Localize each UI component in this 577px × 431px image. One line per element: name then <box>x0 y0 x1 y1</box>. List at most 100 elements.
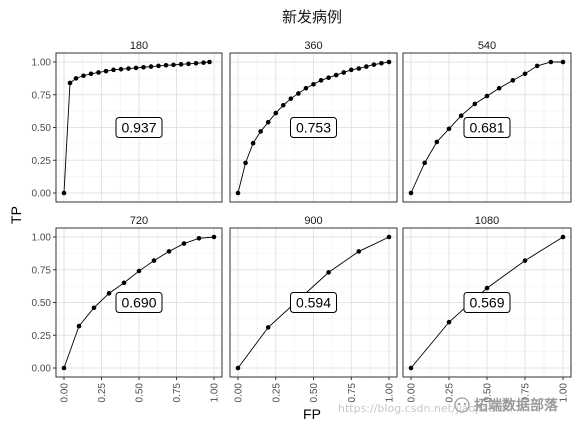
auc-label-box <box>290 117 337 138</box>
x-tick-label: 0.50 <box>135 383 146 403</box>
roc-point <box>560 59 566 65</box>
facet-strip <box>403 36 571 53</box>
facet-strip <box>230 209 397 228</box>
roc-point <box>496 85 502 91</box>
roc-point <box>171 62 176 68</box>
roc-point <box>484 285 490 291</box>
x-tick-label: 1.00 <box>385 383 396 403</box>
roc-point <box>76 323 82 329</box>
facet-strip-label: 180 <box>130 40 148 52</box>
roc-point <box>166 249 172 254</box>
roc-point <box>235 190 241 196</box>
roc-point <box>178 62 184 67</box>
roc-point <box>141 64 146 70</box>
y-tick-label: 0.75 <box>32 90 52 101</box>
roc-point <box>96 70 101 75</box>
facet-strip <box>56 36 222 53</box>
x-tick-label: 0.75 <box>347 383 358 403</box>
roc-point <box>163 62 169 68</box>
roc-point <box>281 102 286 108</box>
roc-point <box>201 60 206 65</box>
y-tick-label: 1.00 <box>32 58 52 69</box>
roc-point <box>207 59 212 65</box>
roc-point <box>326 270 331 275</box>
x-tick-label: 1.00 <box>210 383 221 403</box>
roc-point <box>379 61 384 66</box>
roc-point <box>106 291 112 296</box>
panel-border <box>402 52 572 203</box>
facet-strip <box>56 209 222 228</box>
roc-point <box>522 258 528 263</box>
roc-point <box>243 160 248 166</box>
facet-panel-540: 540 0.681 <box>402 36 572 203</box>
facet-panels: 180 0.937 0.00 0.25 0.50 0.75 1.00 360 0.753 540 0… <box>32 36 572 403</box>
roc-point <box>458 113 464 119</box>
roc-point <box>81 73 86 79</box>
roc-line <box>237 236 390 369</box>
roc-point <box>265 325 271 330</box>
roc-point <box>258 129 263 134</box>
roc-point <box>181 241 187 246</box>
facet-panel-1080: 1080 0.569 0.00 0.25 0.50 0.75 1.00 <box>402 209 572 403</box>
roc-point <box>250 140 256 146</box>
x-tick-label: 0.50 <box>309 383 320 403</box>
facet-strip-label: 1080 <box>475 215 499 227</box>
y-tick-label: 0.50 <box>32 123 52 134</box>
roc-point <box>371 62 377 67</box>
roc-point <box>103 68 109 74</box>
x-tick-label: 0.50 <box>483 383 494 403</box>
roc-point <box>111 67 116 73</box>
roc-point <box>148 64 154 69</box>
watermark-brand: 拓端数据部落 <box>474 397 559 414</box>
roc-point <box>73 76 79 81</box>
roc-point <box>186 61 191 67</box>
auc-label: 0.569 <box>469 295 504 311</box>
roc-point <box>151 258 157 263</box>
x-tick-label: 1.00 <box>559 383 570 403</box>
roc-point <box>484 93 490 99</box>
roc-point <box>67 80 73 86</box>
facet-panel-900: 900 0.594 0.00 0.25 0.50 0.75 1.00 <box>229 209 398 403</box>
roc-point <box>510 78 516 83</box>
roc-point <box>136 268 142 274</box>
facet-strip <box>230 36 397 53</box>
panel-border <box>229 52 398 203</box>
roc-point <box>434 139 440 145</box>
facet-panel-180: 180 0.937 0.00 0.25 0.50 0.75 1.00 <box>32 36 223 203</box>
x-tick-label: 0.00 <box>407 383 418 403</box>
x-tick-label: 0.25 <box>445 383 456 403</box>
facet-strip-label: 720 <box>130 215 148 227</box>
roc-point <box>534 63 540 69</box>
auc-label-box <box>115 292 163 313</box>
roc-point <box>522 71 528 77</box>
chart-title: 新发病例 <box>282 8 342 26</box>
roc-point <box>333 72 339 78</box>
x-tick-label: 0.25 <box>97 383 108 403</box>
y-axis-title: TP <box>8 206 24 224</box>
roc-point <box>446 126 452 132</box>
x-tick-label: 0.25 <box>271 383 282 403</box>
auc-label: 0.681 <box>469 120 504 136</box>
roc-point <box>386 59 392 65</box>
auc-label: 0.937 <box>121 120 156 136</box>
roc-point <box>193 61 199 66</box>
roc-point <box>126 66 131 71</box>
y-tick-label: 0.00 <box>32 189 52 200</box>
x-axis-title: FP <box>303 406 321 422</box>
roc-point <box>422 160 427 166</box>
auc-label: 0.753 <box>296 120 331 136</box>
roc-point <box>118 66 124 72</box>
y-tick-label: 0.00 <box>32 364 52 375</box>
auc-label: 0.690 <box>121 295 156 311</box>
roc-point <box>273 110 279 116</box>
roc-point <box>364 64 369 69</box>
y-tick-label: 0.50 <box>32 298 52 309</box>
x-tick-label: 0.75 <box>521 383 532 403</box>
roc-point <box>446 319 452 325</box>
roc-point <box>386 234 392 240</box>
y-tick-label: 0.75 <box>32 265 52 276</box>
roc-point <box>235 365 241 371</box>
facet-strip-label: 540 <box>478 40 496 52</box>
roc-point <box>61 190 67 196</box>
watermark-logo-icon <box>454 397 470 413</box>
